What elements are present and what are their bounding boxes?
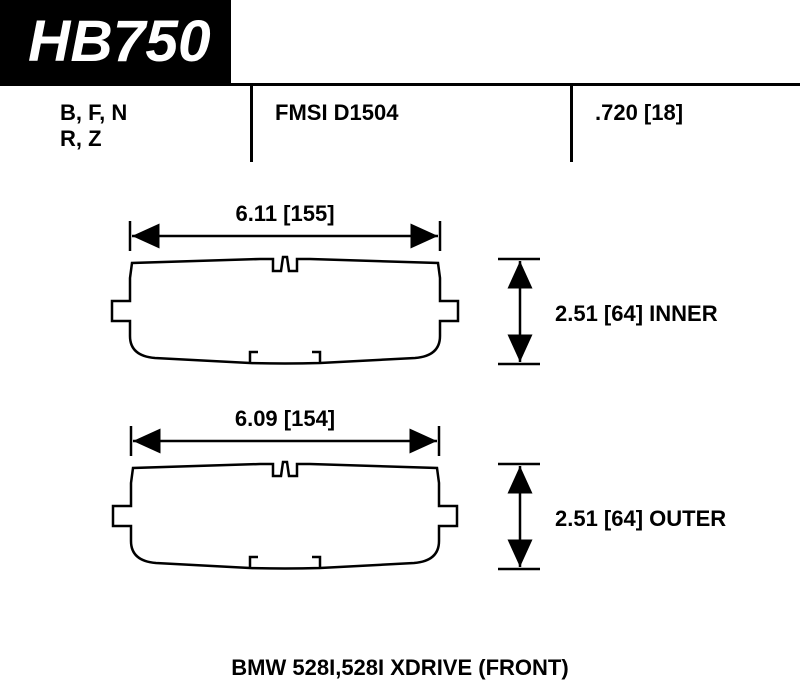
outer-height-label: 2.51 [64] OUTER xyxy=(555,506,726,531)
separator-1 xyxy=(250,86,253,162)
thickness: .720 [18] xyxy=(595,100,683,125)
vehicle-application: BMW 528I,528I XDRIVE (FRONT) xyxy=(231,655,568,680)
outer-pad-outline xyxy=(113,462,457,569)
inner-width-label: 6.11 [155] xyxy=(235,201,334,226)
footer: BMW 528I,528I XDRIVE (FRONT) xyxy=(0,655,800,681)
part-number: HB750 xyxy=(28,9,211,74)
diagram-area: 6.11 [155] 2.51 [64] INNER 6.09 [154] xyxy=(0,166,800,646)
outer-width-label: 6.09 [154] xyxy=(235,406,335,431)
fmsi-code: FMSI D1504 xyxy=(275,100,399,125)
pad-diagram-svg: 6.11 [155] 2.51 [64] INNER 6.09 [154] xyxy=(0,166,800,646)
part-number-header: HB750 xyxy=(0,0,231,83)
inner-pad-outline xyxy=(112,257,458,364)
spec-row: B, F, N R, Z FMSI D1504 .720 [18] xyxy=(0,86,800,166)
header-row: HB750 xyxy=(0,0,800,86)
codes-line2: R, Z xyxy=(60,126,240,152)
separator-2 xyxy=(570,86,573,162)
codes-line1: B, F, N xyxy=(60,100,240,126)
inner-height-label: 2.51 [64] INNER xyxy=(555,301,718,326)
